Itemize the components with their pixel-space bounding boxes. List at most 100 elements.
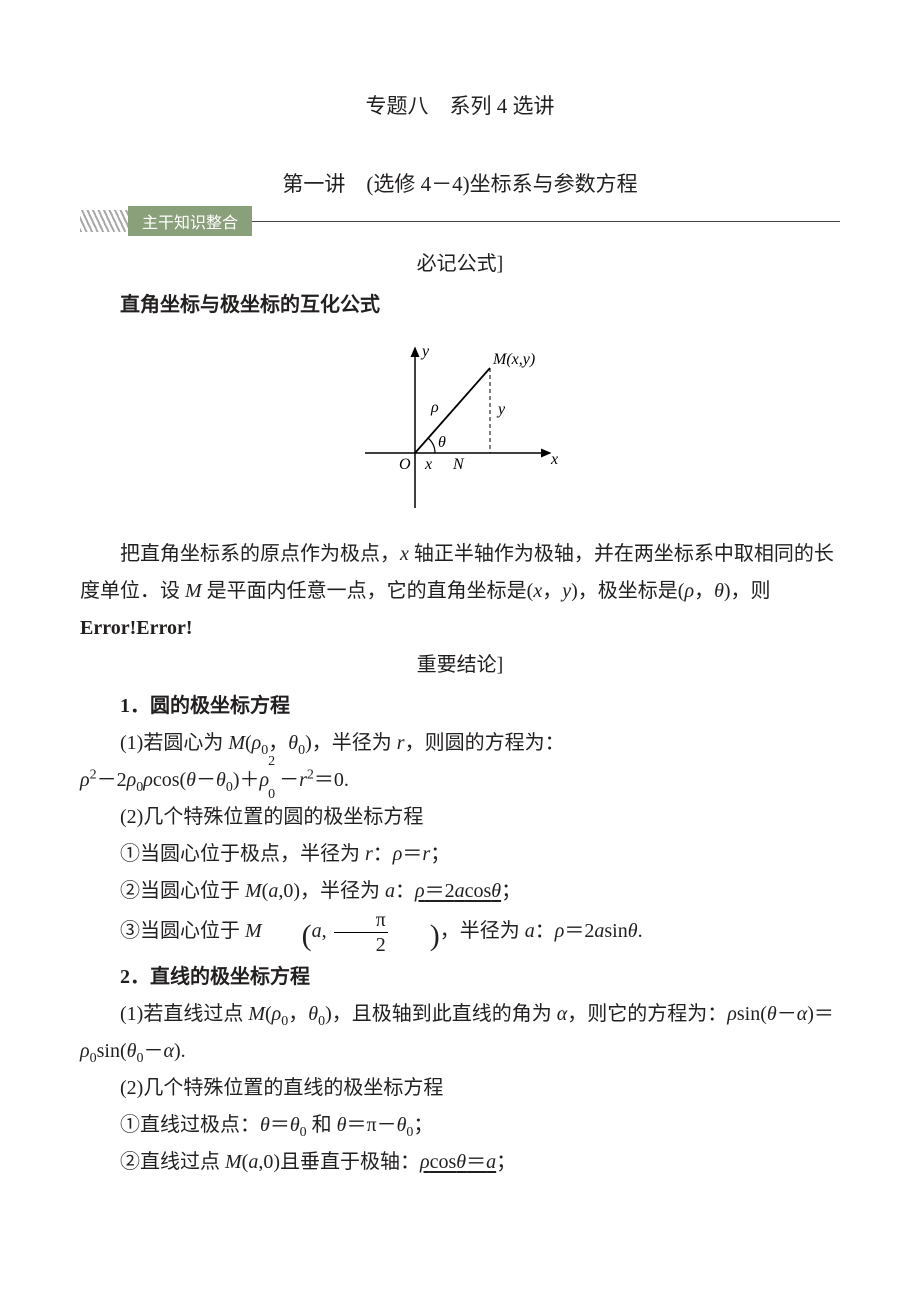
txt: ＝ xyxy=(270,1114,290,1136)
var-a: a xyxy=(525,920,535,942)
var-x: x xyxy=(533,580,542,602)
txt: ，则它的方程为： xyxy=(567,1003,727,1025)
heading-rect-polar: 直角坐标与极坐标的互化公式 xyxy=(80,287,840,324)
txt: － xyxy=(143,1040,163,1062)
var-r: r xyxy=(365,843,373,865)
var-a: a xyxy=(385,880,395,902)
diagram-y-label: y xyxy=(420,343,430,360)
txt: －2 xyxy=(97,769,127,791)
diagram-n-label: N xyxy=(452,456,465,473)
txt: . xyxy=(181,1040,186,1062)
page: 专题八 系列 4 选讲 第一讲 (选修 4－4)坐标系与参数方程 主干知识整合 … xyxy=(0,0,920,1302)
txt: ①当圆心位于极点，半径为 xyxy=(120,843,365,865)
txt: ( xyxy=(265,1003,272,1025)
var-theta: θ xyxy=(288,732,298,754)
p2-2: (2)几个特殊位置的直线的极坐标方程 xyxy=(80,1070,840,1107)
banner-label: 主干知识整合 xyxy=(128,206,252,236)
var-theta: θ xyxy=(127,1040,137,1062)
var-rho: ρ xyxy=(252,732,262,754)
var-theta: θ xyxy=(337,1114,347,1136)
txt: )，且极轴到此直线的角为 xyxy=(325,1003,557,1025)
var-M: M xyxy=(225,1151,242,1173)
error-text: Error! xyxy=(80,617,136,639)
banner-hatch xyxy=(80,210,128,232)
txt: 是平面内任意一点，它的直角坐标是( xyxy=(202,580,534,602)
diagram-origin-label: O xyxy=(399,456,411,473)
txt: ； xyxy=(413,1114,433,1136)
heading-1: 1．圆的极坐标方程 xyxy=(80,688,840,725)
txt: (1)若直线过点 xyxy=(120,1003,248,1025)
var-rho: ρ xyxy=(393,843,403,865)
sub: 0 xyxy=(90,1051,97,1066)
var-rho: ρ xyxy=(143,769,153,791)
txt: － xyxy=(777,1003,797,1025)
txt: (1)若圆心为 xyxy=(120,732,228,754)
diagram-point-label: M(x,y) xyxy=(492,351,535,368)
var-rho: ρ xyxy=(272,1003,282,1025)
section-banner: 主干知识整合 xyxy=(80,206,840,236)
txt: )，极坐标是( xyxy=(571,580,684,602)
var-theta: θ xyxy=(767,1003,777,1025)
formula-section-title: 必记公式] xyxy=(80,246,840,283)
conclusion-section-title: 重要结论] xyxy=(80,647,840,684)
txt: )＋ xyxy=(233,769,260,791)
txt: cos( xyxy=(153,769,186,791)
txt: ②当圆心位于 xyxy=(120,880,245,902)
txt: ，半径为 xyxy=(440,920,525,942)
txt: , xyxy=(322,920,332,942)
var-M: M xyxy=(245,920,262,942)
txt: ①直线过极点： xyxy=(120,1114,260,1136)
p1-2-1: ①当圆心位于极点，半径为 r：ρ＝r； xyxy=(80,836,840,873)
p2-1: (1)若直线过点 M(ρ0，θ0)，且极轴到此直线的角为 α，则它的方程为：ρs… xyxy=(80,996,840,1070)
diagram-xproj-label: x xyxy=(424,456,432,473)
var-theta: θ xyxy=(186,769,196,791)
var-alpha: α xyxy=(797,1003,808,1025)
p1-eq: ρ2－2ρ0ρcos(θ－θ0)＋ρ20－r2＝0. xyxy=(80,762,840,799)
txt: ＝ xyxy=(402,843,422,865)
error-text: Error! xyxy=(136,617,192,639)
var-r: r xyxy=(299,769,307,791)
txt: － xyxy=(196,769,216,791)
frac-den: 2 xyxy=(334,933,388,955)
intro-paragraph: 把直角坐标系的原点作为极点，x 轴正半轴作为极轴，并在两坐标系中取相同的长度单位… xyxy=(80,536,840,647)
var-r: r xyxy=(397,732,405,754)
var-alpha: α xyxy=(557,1003,568,1025)
diagram-rho-label: ρ xyxy=(430,399,439,416)
p1-1: (1)若圆心为 M(ρ0，θ0)，半径为 r，则圆的方程为： xyxy=(80,725,840,762)
diagram-yproj-label: y xyxy=(496,401,506,418)
txt: sin( xyxy=(97,1040,127,1062)
txt: ＝0. xyxy=(314,769,349,791)
txt: － xyxy=(279,769,299,791)
var-M: M xyxy=(248,1003,265,1025)
var-rho: ρ xyxy=(80,769,90,791)
txt: )＝ xyxy=(807,1003,834,1025)
var-theta: θ xyxy=(308,1003,318,1025)
txt: . xyxy=(638,920,643,942)
txt: ： xyxy=(395,880,415,902)
var-alpha: α xyxy=(163,1040,174,1062)
txt: ， xyxy=(268,732,288,754)
page-title: 专题八 系列 4 选讲 xyxy=(80,90,840,120)
txt: )，则 xyxy=(724,580,771,602)
var-a: a xyxy=(248,1151,258,1173)
p1-2-3: ③当圆心位于 M(a, π2)，半径为 a：ρ＝2asinθ. xyxy=(80,910,840,955)
page-subtitle: 第一讲 (选修 4－4)坐标系与参数方程 xyxy=(80,168,840,198)
txt: ； xyxy=(430,843,450,865)
frac-num: π xyxy=(334,910,388,933)
txt: sin( xyxy=(737,1003,767,1025)
txt: π－ xyxy=(366,1114,396,1136)
txt: ( xyxy=(245,732,252,754)
var-M: M xyxy=(245,880,262,902)
txt: ， xyxy=(694,580,714,602)
content-body: 必记公式] 直角坐标与极坐标的互化公式 y x xyxy=(80,246,840,1181)
txt: ； xyxy=(496,1151,516,1173)
var-M: M xyxy=(185,580,202,602)
coordinate-diagram: y x O M(x,y) ρ θ x y N xyxy=(355,338,565,518)
txt: ②直线过点 xyxy=(120,1151,225,1173)
var-rho: ρ xyxy=(727,1003,737,1025)
txt: ③当圆心位于 xyxy=(120,920,245,942)
diagram-theta-label: θ xyxy=(438,434,446,451)
diagram-x-label: x xyxy=(550,451,558,468)
p1-2: (2)几个特殊位置的圆的极坐标方程 xyxy=(80,799,840,836)
coordinate-diagram-wrap: y x O M(x,y) ρ θ x y N xyxy=(80,338,840,518)
